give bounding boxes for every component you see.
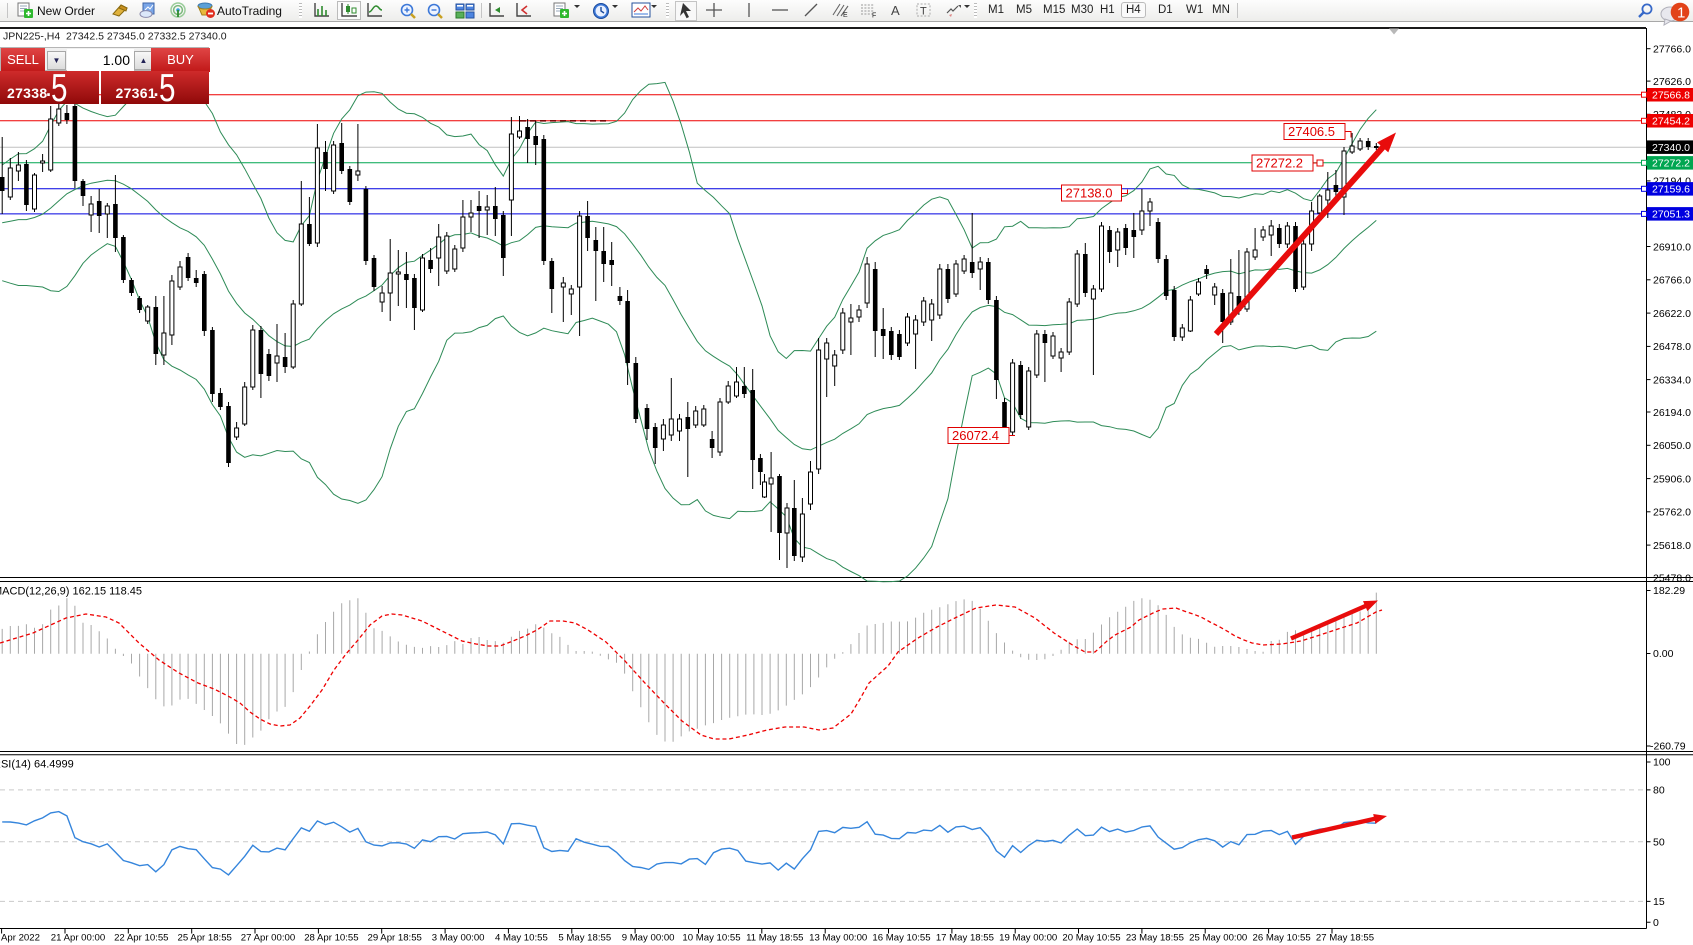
svg-text:17 May 18:55: 17 May 18:55 (936, 933, 994, 944)
svg-text:F: F (872, 13, 876, 19)
svg-text:11 May 18:55: 11 May 18:55 (746, 933, 803, 944)
svg-text:27138.0: 27138.0 (1066, 186, 1113, 201)
svg-text:1: 1 (1677, 5, 1685, 22)
svg-text:182.29: 182.29 (1653, 585, 1685, 597)
svg-text:26766.0: 26766.0 (1653, 275, 1691, 287)
svg-text:27272.2: 27272.2 (1256, 156, 1303, 171)
svg-text:0: 0 (1653, 917, 1659, 929)
svg-text:27159.6: 27159.6 (1652, 184, 1690, 196)
svg-text:26 May 10:55: 26 May 10:55 (1253, 933, 1311, 944)
svg-text:26478.0: 26478.0 (1653, 341, 1691, 353)
svg-text:A: A (891, 3, 900, 18)
svg-text:JPN225-,H4 27342.5 27345.0 27: JPN225-,H4 27342.5 27345.0 27332.5 27340… (3, 31, 227, 43)
svg-text:26334.0: 26334.0 (1653, 374, 1691, 386)
svg-text:25 May 00:00: 25 May 00:00 (1189, 933, 1247, 944)
svg-text:20 May 10:55: 20 May 10:55 (1062, 933, 1120, 944)
svg-text:50: 50 (1653, 837, 1665, 849)
svg-text:21 Apr 00:00: 21 Apr 00:00 (51, 933, 105, 944)
svg-text:27626.0: 27626.0 (1653, 76, 1691, 88)
svg-text:9 May 00:00: 9 May 00:00 (622, 933, 675, 944)
svg-text:27406.5: 27406.5 (1288, 124, 1335, 139)
svg-text:0.00: 0.00 (1653, 648, 1674, 660)
svg-text:5 May 18:55: 5 May 18:55 (558, 933, 611, 944)
svg-text:10 May 10:55: 10 May 10:55 (682, 933, 740, 944)
svg-text:27 Apr 00:00: 27 Apr 00:00 (241, 933, 295, 944)
svg-text:27454.2: 27454.2 (1652, 116, 1690, 128)
svg-text:25618.0: 25618.0 (1653, 540, 1691, 552)
svg-text:4 May 10:55: 4 May 10:55 (495, 933, 548, 944)
svg-text:13 May 00:00: 13 May 00:00 (809, 933, 867, 944)
svg-text:27766.0: 27766.0 (1653, 44, 1691, 56)
svg-text:22 Apr 10:55: 22 Apr 10:55 (114, 933, 168, 944)
svg-text:28 Apr 10:55: 28 Apr 10:55 (304, 933, 358, 944)
svg-text:3 May 00:00: 3 May 00:00 (432, 933, 485, 944)
svg-text:T: T (920, 6, 927, 18)
svg-text:26622.0: 26622.0 (1653, 308, 1691, 320)
svg-text:Apr 2022: Apr 2022 (1, 933, 40, 944)
svg-text:27566.8: 27566.8 (1652, 90, 1690, 102)
svg-text:RSI(14) 64.4999: RSI(14) 64.4999 (0, 759, 74, 771)
svg-text:25906.0: 25906.0 (1653, 473, 1691, 485)
svg-text:27051.3: 27051.3 (1652, 209, 1690, 221)
svg-text:-260.79: -260.79 (1650, 741, 1686, 753)
svg-text:MACD(12,26,9) 162.15 118.45: MACD(12,26,9) 162.15 118.45 (0, 586, 142, 598)
svg-text:15: 15 (1653, 896, 1665, 908)
svg-text:29 Apr 18:55: 29 Apr 18:55 (367, 933, 421, 944)
svg-text:25762.0: 25762.0 (1653, 507, 1691, 519)
svg-text:23 May 18:55: 23 May 18:55 (1126, 933, 1184, 944)
svg-text:27272.2: 27272.2 (1652, 158, 1690, 170)
svg-text:E: E (843, 12, 848, 18)
svg-text:26072.4: 26072.4 (952, 428, 999, 443)
svg-text:19 May 00:00: 19 May 00:00 (999, 933, 1057, 944)
svg-text:100: 100 (1653, 757, 1671, 769)
svg-text:27340.0: 27340.0 (1652, 142, 1690, 154)
svg-text:26194.0: 26194.0 (1653, 407, 1691, 419)
svg-text:26910.0: 26910.0 (1653, 241, 1691, 253)
svg-text:16 May 10:55: 16 May 10:55 (872, 933, 930, 944)
svg-text:25478.0: 25478.0 (1653, 572, 1691, 584)
svg-text:80: 80 (1653, 785, 1665, 797)
svg-text:26050.0: 26050.0 (1653, 440, 1691, 452)
svg-text:25 Apr 18:55: 25 Apr 18:55 (177, 933, 231, 944)
svg-text:27 May 18:55: 27 May 18:55 (1316, 933, 1374, 944)
